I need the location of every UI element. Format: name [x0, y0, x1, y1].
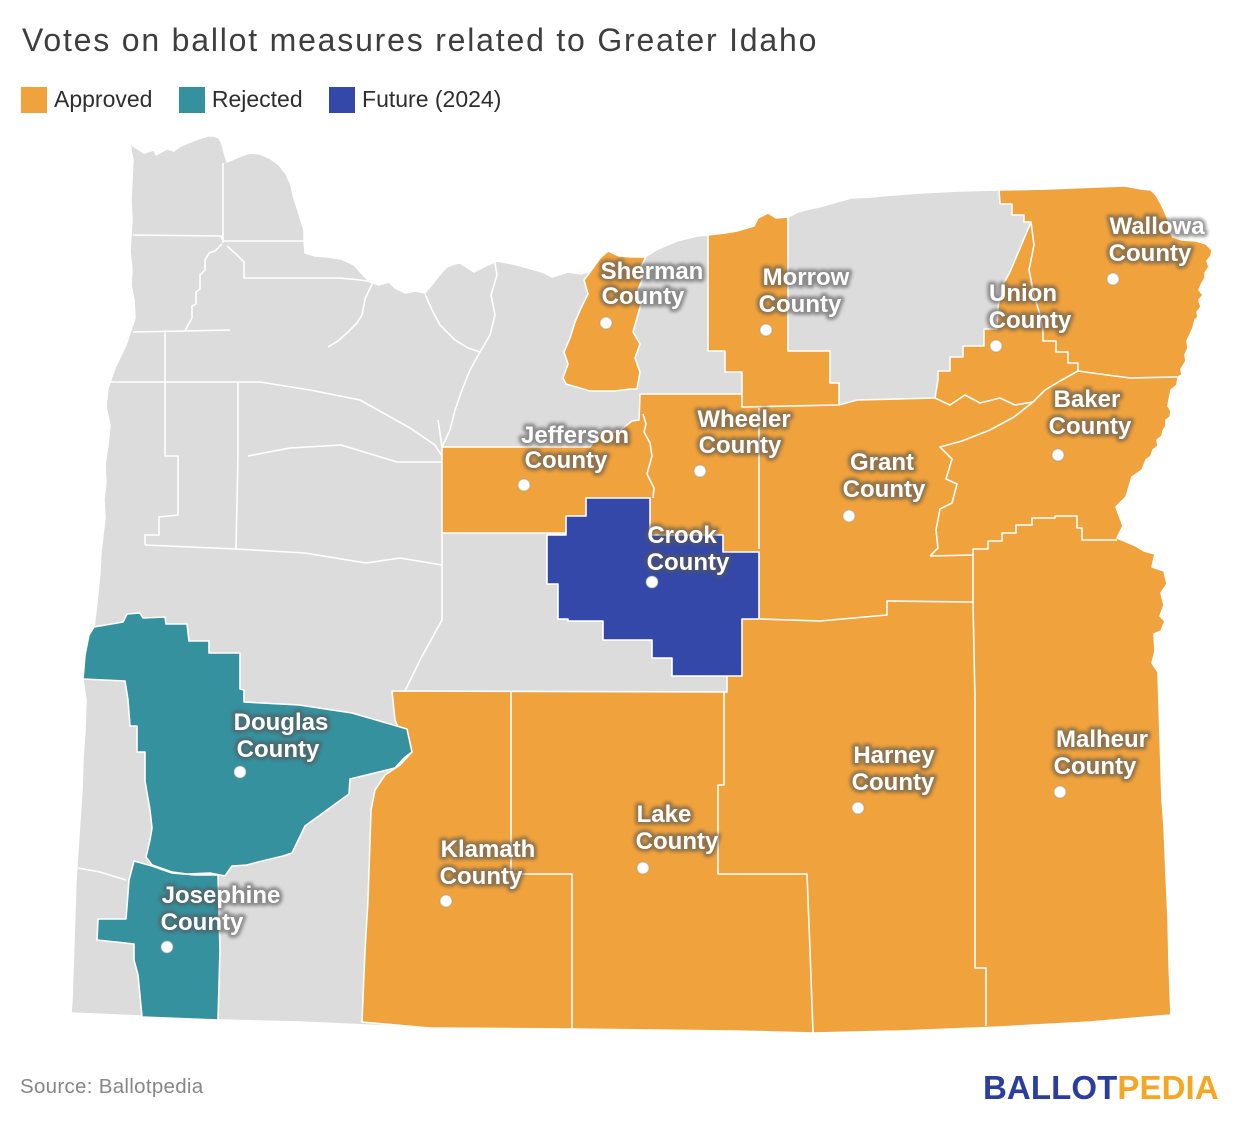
svg-text:County: County — [237, 736, 320, 763]
svg-text:Lake: Lake — [637, 801, 692, 828]
svg-text:Morrow: Morrow — [763, 264, 850, 291]
svg-text:County: County — [759, 291, 842, 318]
svg-text:County: County — [989, 307, 1072, 334]
svg-text:Josephine: Josephine — [162, 882, 281, 909]
svg-text:County: County — [161, 909, 244, 936]
svg-text:Union: Union — [989, 280, 1057, 307]
svg-text:County: County — [525, 447, 608, 474]
svg-text:Klamath: Klamath — [441, 836, 536, 863]
svg-text:County: County — [852, 769, 935, 796]
svg-text:Klamath: Klamath — [441, 836, 536, 863]
svg-text:Josephine: Josephine — [162, 882, 281, 909]
svg-text:County: County — [602, 283, 685, 310]
svg-text:County: County — [1049, 413, 1132, 440]
svg-text:County: County — [440, 863, 523, 890]
svg-text:Morrow: Morrow — [763, 264, 850, 291]
svg-text:County: County — [161, 909, 244, 936]
svg-text:County: County — [647, 549, 730, 576]
svg-text:Wallowa: Wallowa — [1109, 213, 1205, 240]
svg-text:Jefferson: Jefferson — [521, 422, 629, 449]
svg-text:Crook: Crook — [647, 522, 717, 549]
svg-text:Malheur: Malheur — [1056, 726, 1148, 753]
svg-text:Lake: Lake — [637, 801, 692, 828]
svg-text:Harney: Harney — [853, 742, 935, 769]
svg-text:County: County — [1109, 240, 1192, 267]
svg-text:County: County — [602, 283, 685, 310]
svg-text:Harney: Harney — [853, 742, 935, 769]
svg-text:Wheeler: Wheeler — [697, 406, 790, 433]
svg-text:Douglas: Douglas — [234, 709, 329, 736]
svg-text:County: County — [237, 736, 320, 763]
svg-text:County: County — [636, 828, 719, 855]
svg-text:County: County — [699, 432, 782, 459]
svg-text:County: County — [440, 863, 523, 890]
svg-text:County: County — [989, 307, 1072, 334]
svg-text:Sherman: Sherman — [601, 258, 704, 285]
svg-text:County: County — [1109, 240, 1192, 267]
svg-text:Crook: Crook — [647, 522, 717, 549]
svg-text:County: County — [843, 476, 926, 503]
svg-text:Union: Union — [989, 280, 1057, 307]
svg-text:County: County — [1054, 753, 1137, 780]
svg-text:County: County — [852, 769, 935, 796]
svg-text:Sherman: Sherman — [601, 258, 704, 285]
svg-text:County: County — [636, 828, 719, 855]
svg-text:County: County — [759, 291, 842, 318]
svg-text:Douglas: Douglas — [234, 709, 329, 736]
svg-text:Grant: Grant — [850, 449, 914, 476]
svg-text:Wallowa: Wallowa — [1109, 213, 1205, 240]
svg-text:County: County — [1049, 413, 1132, 440]
svg-text:Jefferson: Jefferson — [521, 422, 629, 449]
svg-text:Wheeler: Wheeler — [697, 406, 790, 433]
svg-text:Grant: Grant — [850, 449, 914, 476]
svg-text:County: County — [647, 549, 730, 576]
svg-text:County: County — [699, 432, 782, 459]
svg-text:Baker: Baker — [1054, 386, 1121, 413]
svg-text:Malheur: Malheur — [1056, 726, 1148, 753]
svg-text:County: County — [1054, 753, 1137, 780]
svg-text:County: County — [843, 476, 926, 503]
svg-text:Baker: Baker — [1054, 386, 1121, 413]
svg-text:County: County — [525, 447, 608, 474]
